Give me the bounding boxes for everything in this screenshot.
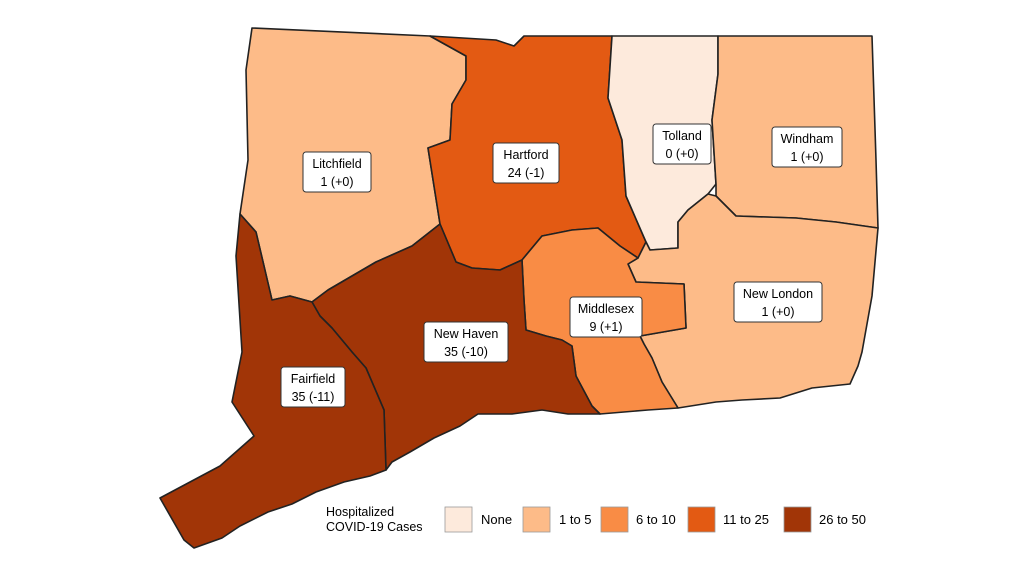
county-name: Hartford [503, 148, 548, 162]
legend-swatch-1-to-5 [522, 506, 551, 533]
county-value: 1 (+0) [761, 305, 794, 319]
county-name: Tolland [662, 129, 702, 143]
county-name: Litchfield [312, 157, 361, 171]
legend-label-11-to-25: 11 to 25 [723, 512, 769, 527]
county-name: New Haven [434, 327, 499, 341]
legend-title-line2: COVID-19 Cases [326, 520, 423, 534]
label-new-london: New London 1 (+0) [733, 281, 823, 323]
label-windham: Windham 1 (+0) [771, 126, 843, 168]
county-name: Fairfield [291, 372, 336, 386]
label-tolland: Tolland 0 (+0) [652, 123, 712, 165]
legend-label-6-to-10: 6 to 10 [636, 512, 676, 527]
legend-label-26-to-50: 26 to 50 [819, 512, 866, 527]
legend: Hospitalized COVID-19 Cases None 1 to 5 … [326, 505, 866, 534]
county-name: Windham [781, 132, 834, 146]
county-name: New London [743, 287, 813, 301]
legend-swatch-none [444, 506, 473, 533]
label-new-haven: New Haven 35 (-10) [423, 321, 509, 363]
legend-label-none: None [481, 512, 512, 527]
county-value: 0 (+0) [665, 147, 698, 161]
label-hartford: Hartford 24 (-1) [492, 142, 560, 184]
legend-swatch-6-to-10 [600, 506, 629, 533]
legend-title-line1: Hospitalized [326, 505, 394, 519]
county-value: 1 (+0) [320, 175, 353, 189]
legend-label-1-to-5: 1 to 5 [559, 512, 592, 527]
county-value: 35 (-11) [292, 390, 335, 404]
label-litchfield: Litchfield 1 (+0) [302, 151, 372, 193]
county-value: 35 (-10) [444, 345, 488, 359]
county-name: Middlesex [578, 302, 635, 316]
county-value: 24 (-1) [508, 166, 545, 180]
label-middlesex: Middlesex 9 (+1) [569, 296, 643, 338]
label-fairfield: Fairfield 35 (-11) [280, 366, 346, 408]
legend-swatch-11-to-25 [687, 506, 716, 533]
county-value: 1 (+0) [790, 150, 823, 164]
county-fairfield[interactable] [159, 213, 387, 549]
legend-swatch-26-to-50 [783, 506, 812, 533]
county-value: 9 (+1) [589, 320, 622, 334]
